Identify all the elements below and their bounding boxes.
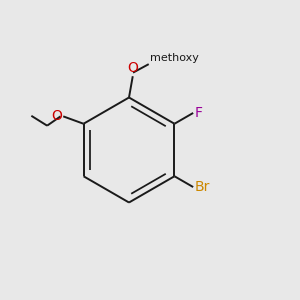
- Text: methoxy: methoxy: [150, 53, 199, 63]
- Text: O: O: [51, 110, 62, 123]
- Text: Br: Br: [194, 180, 210, 194]
- Text: F: F: [194, 106, 202, 120]
- Text: O: O: [127, 61, 138, 75]
